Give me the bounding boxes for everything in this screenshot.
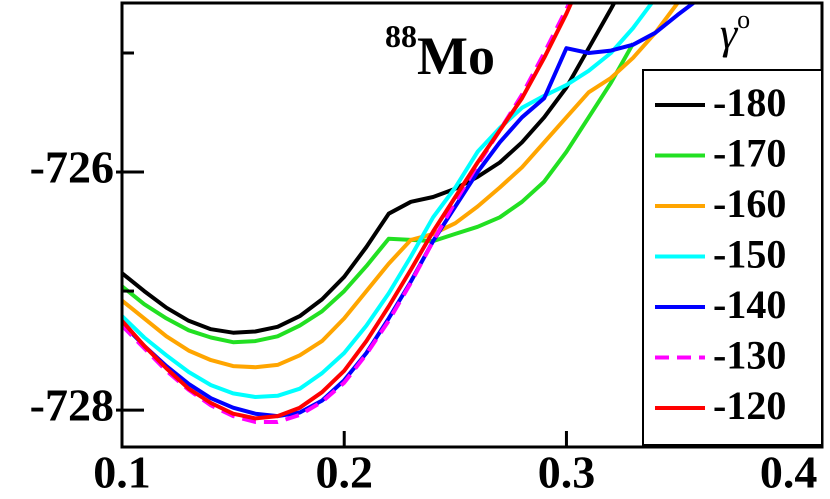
series-line — [122, 3, 617, 335]
plot-lines — [122, 3, 697, 424]
series-line — [122, 3, 655, 399]
legend-label: -140 — [713, 282, 786, 327]
legend-label: -170 — [713, 131, 786, 176]
y-tick-label: -728 — [30, 380, 114, 431]
title-main: Mo — [417, 26, 495, 86]
legend-title: γo — [720, 5, 750, 58]
legend-label: -160 — [713, 181, 786, 226]
series-line — [122, 3, 680, 370]
series-line — [122, 3, 574, 421]
legend-label: -150 — [713, 232, 786, 277]
y-tick-label: -726 — [30, 142, 114, 193]
chart-title: 88Mo — [385, 18, 495, 86]
x-tick-label: 0.3 — [538, 447, 596, 498]
legend-label: -120 — [713, 383, 786, 428]
series-line — [122, 42, 635, 345]
legend-title-main: γ — [720, 9, 739, 58]
title-sup: 88 — [385, 18, 417, 54]
legend-label: -180 — [713, 80, 786, 125]
legend-title-sup: o — [737, 5, 750, 34]
x-tick-label: 0.2 — [315, 447, 373, 498]
x-tick-label: 0.1 — [93, 447, 151, 498]
legend-label: -130 — [713, 333, 786, 378]
x-tick-label: 0.4 — [760, 447, 818, 498]
series-line — [122, 3, 697, 419]
